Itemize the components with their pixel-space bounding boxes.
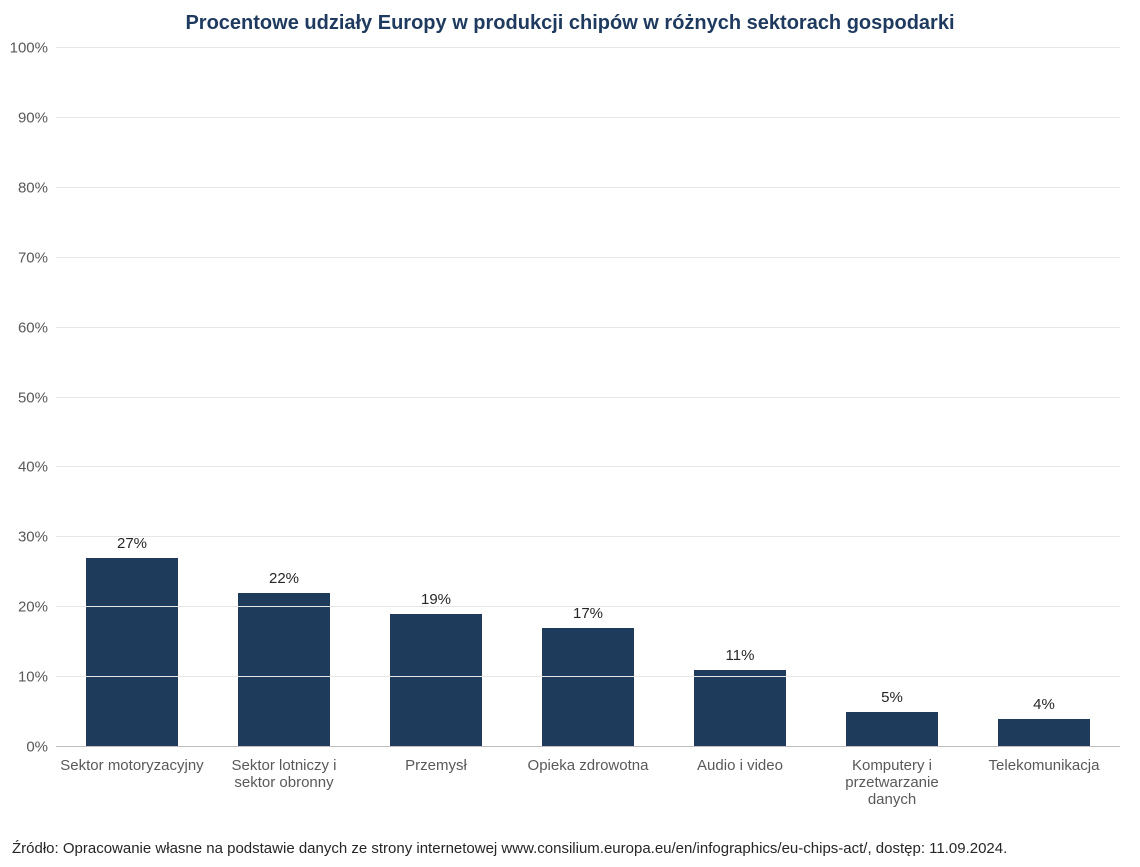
plot-area: 27%22%19%17%11%5%4% 0%10%20%30%40%50%60%…	[56, 48, 1120, 747]
y-tick-label: 60%	[18, 319, 48, 336]
y-tick-label: 30%	[18, 529, 48, 546]
y-tick-label: 40%	[18, 459, 48, 476]
bar-value-label: 4%	[1033, 696, 1055, 713]
x-category-label: Audio i video	[664, 757, 816, 808]
y-tick-label: 0%	[26, 739, 48, 756]
x-category-label: Komputery i przetwarzanie danych	[816, 757, 968, 808]
gridline	[56, 397, 1120, 398]
bar-slot: 17%	[512, 48, 664, 747]
x-category-label: Opieka zdrowotna	[512, 757, 664, 808]
x-category-label: Telekomunikacja	[968, 757, 1120, 808]
y-tick-label: 20%	[18, 599, 48, 616]
bar-slot: 22%	[208, 48, 360, 747]
y-tick-label: 10%	[18, 669, 48, 686]
gridline	[56, 47, 1120, 48]
gridline	[56, 606, 1120, 607]
x-category-label: Sektor lotniczy i sektor obronny	[208, 757, 360, 808]
x-category-label: Przemysł	[360, 757, 512, 808]
bar: 22%	[238, 593, 329, 747]
gridline	[56, 117, 1120, 118]
y-tick-label: 100%	[10, 40, 48, 57]
y-tick-label: 50%	[18, 389, 48, 406]
y-tick-label: 90%	[18, 109, 48, 126]
gridline	[56, 536, 1120, 537]
bar-value-label: 11%	[726, 647, 755, 664]
chart-title: Procentowe udziały Europy w produkcji ch…	[0, 0, 1140, 43]
bar-slot: 11%	[664, 48, 816, 747]
x-labels-row: Sektor motoryzacyjnySektor lotniczy i se…	[56, 757, 1120, 808]
bar-chart: Procentowe udziały Europy w produkcji ch…	[0, 0, 1140, 867]
gridline	[56, 466, 1120, 467]
bars-row: 27% 22% 19% 17% 11% 5% 4%	[56, 48, 1120, 747]
bar: 27%	[86, 558, 177, 747]
y-tick-label: 80%	[18, 179, 48, 196]
gridline	[56, 257, 1120, 258]
bar: 17%	[542, 628, 633, 747]
source-note: Źródło: Opracowanie własne na podstawie …	[12, 840, 1128, 857]
bar: 5%	[846, 712, 937, 747]
bar-slot: 5%	[816, 48, 968, 747]
y-tick-label: 70%	[18, 249, 48, 266]
bar: 4%	[998, 719, 1089, 747]
bar-slot: 19%	[360, 48, 512, 747]
x-axis-line	[56, 746, 1120, 747]
bar-value-label: 5%	[881, 689, 903, 706]
bar: 11%	[694, 670, 785, 747]
bar-slot: 4%	[968, 48, 1120, 747]
bar-value-label: 27%	[117, 535, 147, 552]
bar-value-label: 17%	[573, 605, 603, 622]
gridline	[56, 187, 1120, 188]
bar-slot: 27%	[56, 48, 208, 747]
x-category-label: Sektor motoryzacyjny	[56, 757, 208, 808]
gridline	[56, 327, 1120, 328]
bar: 19%	[390, 614, 481, 747]
bar-value-label: 22%	[269, 570, 299, 587]
gridline	[56, 676, 1120, 677]
